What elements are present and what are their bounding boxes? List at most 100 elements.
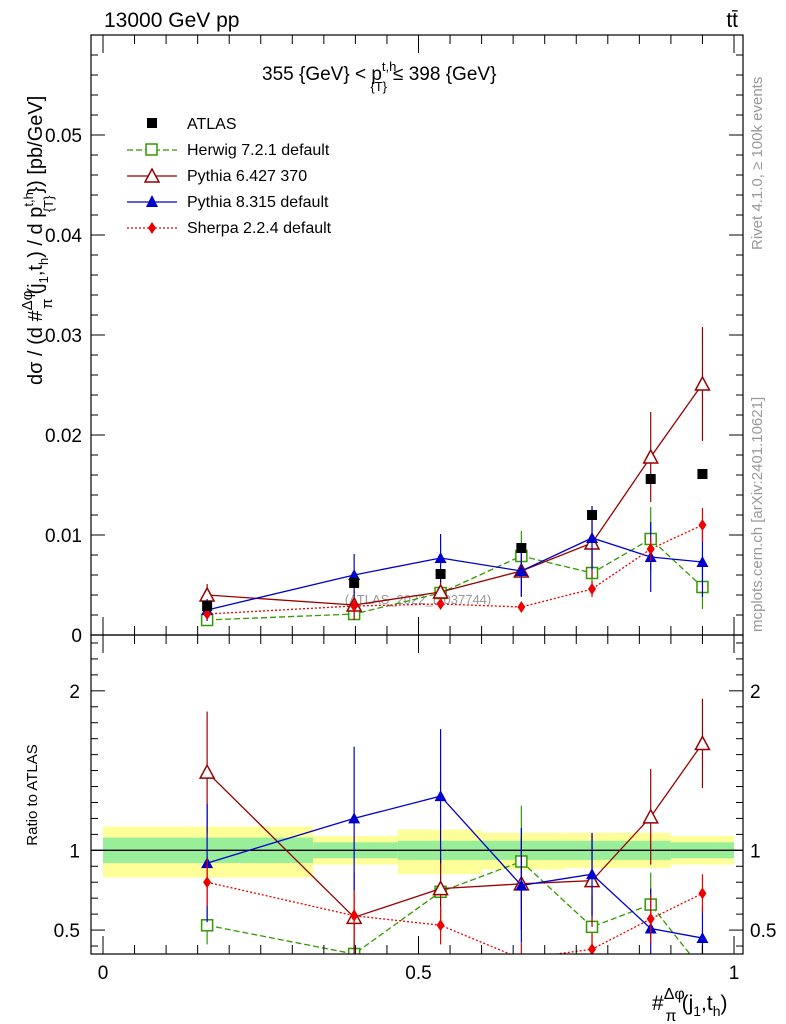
- main-point-atlas-3: [516, 543, 527, 553]
- title-text-right: ≤ 398 {GeV}: [393, 64, 496, 85]
- legend-entry-pythia8: Pythia 8.315 default: [127, 194, 329, 211]
- ratio-series-sherpa-2-2-4-default: [203, 858, 707, 954]
- ylabel-part-c: ,t: [25, 265, 47, 277]
- legend-marker-herwig: [145, 143, 158, 156]
- ratio-point-pythia-6-427-370-6: [694, 734, 711, 751]
- ylabel-part-e: }) [pb/GeV]: [25, 96, 47, 194]
- ratio-y-axis-label: Ratio to ATLAS: [24, 744, 41, 845]
- ratio-y-tick-label-right-2: 2: [750, 682, 761, 703]
- ratio-point-pythia-8-315-default-4: [586, 868, 599, 880]
- xlabel-sub-h: h: [713, 1003, 721, 1019]
- ratio-point-sherpa-2-2-4-default-5: [646, 912, 655, 925]
- main-y-tick-label-1: 0.01: [45, 526, 82, 547]
- ylabel-sup-th: t,h: [21, 192, 36, 206]
- ratio-y-tick-label-left-2: 2: [69, 682, 80, 703]
- legend-marker-pythia8: [146, 195, 158, 207]
- xlabel-part-b: ,t: [701, 992, 713, 1015]
- main-plot-title: 355 {GeV} < pt,h {T} ≤ 398 {GeV}: [262, 59, 496, 94]
- main-series-pythia-6-427-370: [198, 327, 711, 620]
- ratio-plot-frame: [90, 634, 744, 955]
- ratio-point-herwig-7-2-1-default-6: [697, 964, 708, 975]
- title-subscript: {T}: [370, 79, 387, 94]
- legend-marker-pythia6: [143, 167, 161, 183]
- legend-entry-sherpa: Sherpa 2.2.4 default: [127, 220, 332, 237]
- legend-label-pythia6: Pythia 6.427 370: [187, 168, 307, 185]
- ylabel-sub-1: 1: [36, 276, 51, 283]
- main-y-tick-label-5: 0.05: [45, 126, 82, 147]
- ratio-y-tick-label-left-0: 0.5: [54, 921, 80, 942]
- ylabel-part-d: ) / d p: [25, 207, 47, 258]
- legend-label-herwig: Herwig 7.2.1 default: [187, 142, 330, 159]
- legend-label-pythia8: Pythia 8.315 default: [187, 194, 329, 211]
- main-y-axis-label: dσ / (d #Δφ π (j1,th) / d pt,h {T}}) [pb/Ge…: [19, 96, 56, 385]
- ratio-point-sherpa-2-2-4-default-2: [436, 919, 445, 932]
- main-point-sherpa-2-2-4-default-2: [436, 598, 445, 610]
- legend-label-sherpa: Sherpa 2.2.4 default: [187, 220, 332, 237]
- x-tick-label-0: 0: [98, 963, 109, 984]
- ratio-point-sherpa-2-2-4-default-6: [698, 887, 707, 900]
- energy-label: 13000 GeV pp: [104, 9, 239, 32]
- legend-entry-pythia6: Pythia 6.427 370: [127, 167, 307, 185]
- title-superscript: t,h: [382, 59, 396, 74]
- main-point-pythia-8-315-default-1: [348, 569, 361, 580]
- ratio-point-pythia-8-315-default-6: [696, 932, 709, 944]
- main-point-atlas-6: [697, 469, 708, 479]
- title-text-left: 355 {GeV} < p: [262, 64, 382, 85]
- legend-entry-atlas: ATLAS: [147, 116, 237, 133]
- main-point-sherpa-2-2-4-default-5: [646, 543, 655, 555]
- ratio-point-pythia-6-427-370-2: [432, 880, 449, 896]
- main-point-atlas-4: [587, 510, 598, 520]
- main-point-pythia-8-315-default-3: [515, 565, 528, 576]
- xlabel-frac-den: π: [666, 1008, 677, 1024]
- main-point-pythia-8-315-default-6: [696, 556, 709, 567]
- ylabel-sub-t: {T}: [41, 195, 56, 212]
- ylabel-part-b: (j: [25, 283, 47, 294]
- main-y-tick-label-3: 0.03: [45, 326, 82, 347]
- process-label: tt̄: [726, 9, 738, 32]
- x-tick-label-1: 0.5: [405, 963, 431, 984]
- ylabel-frac-num: Δφ: [19, 290, 36, 310]
- ratio-plot-panel: 0.5 0.5 1 1 2 2 0 0.5 1 Ratio to ATLAS: [24, 634, 776, 984]
- main-point-sherpa-2-2-4-default-4: [588, 583, 597, 595]
- x-axis-label: #Δφ π (j1,th): [652, 986, 728, 1024]
- main-point-pythia-8-315-default-4: [586, 532, 599, 543]
- ratio-point-sherpa-2-2-4-default-1: [350, 909, 359, 922]
- main-point-atlas-5: [645, 474, 656, 484]
- legend-label-atlas: ATLAS: [187, 116, 237, 133]
- xlabel-frac-num: Δφ: [664, 986, 685, 1003]
- main-point-sherpa-2-2-4-default-1: [350, 600, 359, 612]
- main-plot-watermark: (ATLAS_2022_I2037744): [345, 592, 491, 607]
- main-point-sherpa-2-2-4-default-6: [698, 519, 707, 531]
- main-point-atlas-0: [202, 601, 213, 611]
- main-line-pythia-6-427-370: [207, 383, 703, 606]
- ratio-line-sherpa-2-2-4-default: [206, 881, 703, 954]
- main-y-tick-label-4: 0.04: [45, 226, 82, 247]
- rivet-version-label: Rivet 4.1.0, ≥ 100k events: [749, 77, 766, 250]
- main-point-pythia-8-315-default-2: [434, 552, 447, 563]
- ratio-point-pythia-6-427-370-0: [198, 763, 216, 779]
- xlabel-part-a: (j: [682, 992, 694, 1015]
- ylabel-part-a: dσ / (d #: [25, 310, 47, 385]
- ratio-y-tick-label-right-0: 0.5: [750, 921, 776, 942]
- main-point-pythia-6-427-370-6: [694, 375, 711, 391]
- ratio-point-sherpa-2-2-4-default-4: [588, 943, 597, 954]
- ylabel-sub-h: h: [36, 258, 51, 265]
- main-line-herwig-7-2-1-default: [207, 538, 703, 621]
- mcplots-url-label: mcplots.cern.ch [arXiv:2401.10621]: [749, 397, 766, 632]
- ylabel-frac-den: π: [39, 298, 56, 308]
- main-series-sherpa-2-2-4-default: [203, 508, 707, 620]
- ratio-point-pythia-8-315-default-1: [348, 812, 361, 824]
- ratio-y-tick-label-right-1: 1: [750, 841, 761, 862]
- legend-entry-herwig: Herwig 7.2.1 default: [127, 142, 330, 159]
- x-tick-label-2: 1: [729, 963, 740, 984]
- ratio-point-pythia-8-315-default-3: [515, 879, 528, 891]
- ratio-point-pythia-6-427-370-5: [642, 808, 659, 824]
- main-plot-panel: (ATLAS_2022_I2037744) 0 0.01 0.02 0.03 0.04 0…: [19, 34, 744, 647]
- main-point-sherpa-2-2-4-default-3: [517, 601, 526, 613]
- legend: ATLAS Herwig 7.2.1 default Pythia 6.427 …: [127, 116, 332, 237]
- main-point-pythia-6-427-370-5: [642, 448, 659, 464]
- ratio-point-sherpa-2-2-4-default-0: [203, 876, 212, 889]
- main-series-herwig-7-2-1-default: [200, 507, 709, 627]
- xlabel-part-c: ): [721, 992, 728, 1015]
